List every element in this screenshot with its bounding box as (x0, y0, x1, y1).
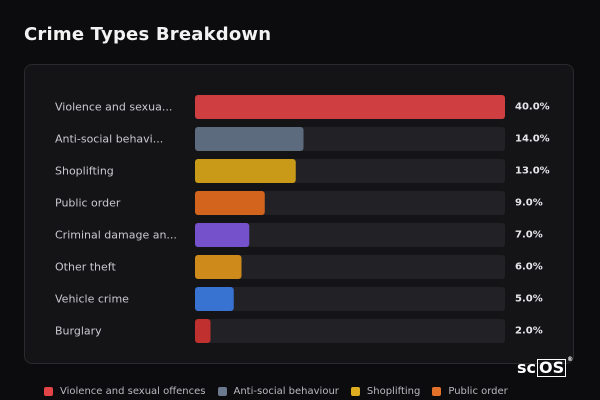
value-label: 5.0% (515, 294, 543, 305)
legend-swatch (432, 387, 442, 396)
category-label: Other theft (55, 261, 116, 274)
legend-item[interactable]: Anti-social behaviour (217, 386, 339, 397)
legend-item[interactable]: Shoplifting (350, 386, 421, 397)
value-label: 13.0% (515, 166, 550, 177)
bar-track (195, 255, 505, 279)
category-label: Criminal damage an... (55, 229, 177, 242)
legend-swatch (44, 387, 53, 396)
value-label: 2.0% (515, 326, 543, 337)
value-label: 40.0% (515, 102, 550, 113)
value-label: 6.0% (515, 262, 543, 273)
category-label: Shoplifting (55, 165, 114, 178)
page-title: Crime Types Breakdown (24, 24, 272, 45)
legend-label: Anti-social behaviour (233, 386, 339, 397)
bar[interactable] (195, 95, 505, 119)
bar-chart: Violence and sexua... 40.0% Anti-social be… (55, 95, 550, 343)
value-label: 14.0% (515, 134, 550, 145)
chart-panel: Violence and sexua... 40.0% Anti-social be… (24, 64, 574, 364)
category-label: Vehicle crime (55, 293, 129, 306)
legend-item[interactable]: Public order (432, 386, 508, 397)
logo-text-plain: sc (517, 358, 537, 377)
bar[interactable] (195, 191, 265, 215)
bar[interactable] (195, 223, 250, 247)
bar-track (195, 287, 505, 311)
legend-label: Shoplifting (366, 386, 421, 397)
logo-text-boxed: OS (537, 358, 567, 377)
bar[interactable] (195, 287, 234, 311)
chart-legend: Violence and sexual offences Anti-social … (44, 386, 520, 397)
bar[interactable] (195, 159, 296, 183)
legend-item[interactable]: Violence and sexual offences (44, 386, 206, 397)
legend-label: Public order (448, 386, 508, 397)
legend-label: Violence and sexual offences (60, 386, 206, 397)
legend-swatch (350, 387, 360, 396)
bar-track (195, 319, 505, 343)
value-label: 9.0% (515, 198, 543, 209)
category-label: Public order (55, 197, 121, 210)
scos-logo: sc OS ® (517, 356, 574, 377)
logo-registered-mark: ® (567, 356, 574, 363)
category-label: Violence and sexua... (55, 101, 172, 114)
category-label: Anti-social behavi... (55, 133, 163, 146)
bar[interactable] (195, 255, 242, 279)
value-label: 7.0% (515, 230, 543, 241)
category-label: Burglary (55, 325, 102, 338)
bar[interactable] (195, 319, 211, 343)
bar-track (195, 223, 505, 247)
bar[interactable] (195, 127, 304, 151)
bar-track (195, 191, 505, 215)
legend-swatch (217, 387, 227, 396)
